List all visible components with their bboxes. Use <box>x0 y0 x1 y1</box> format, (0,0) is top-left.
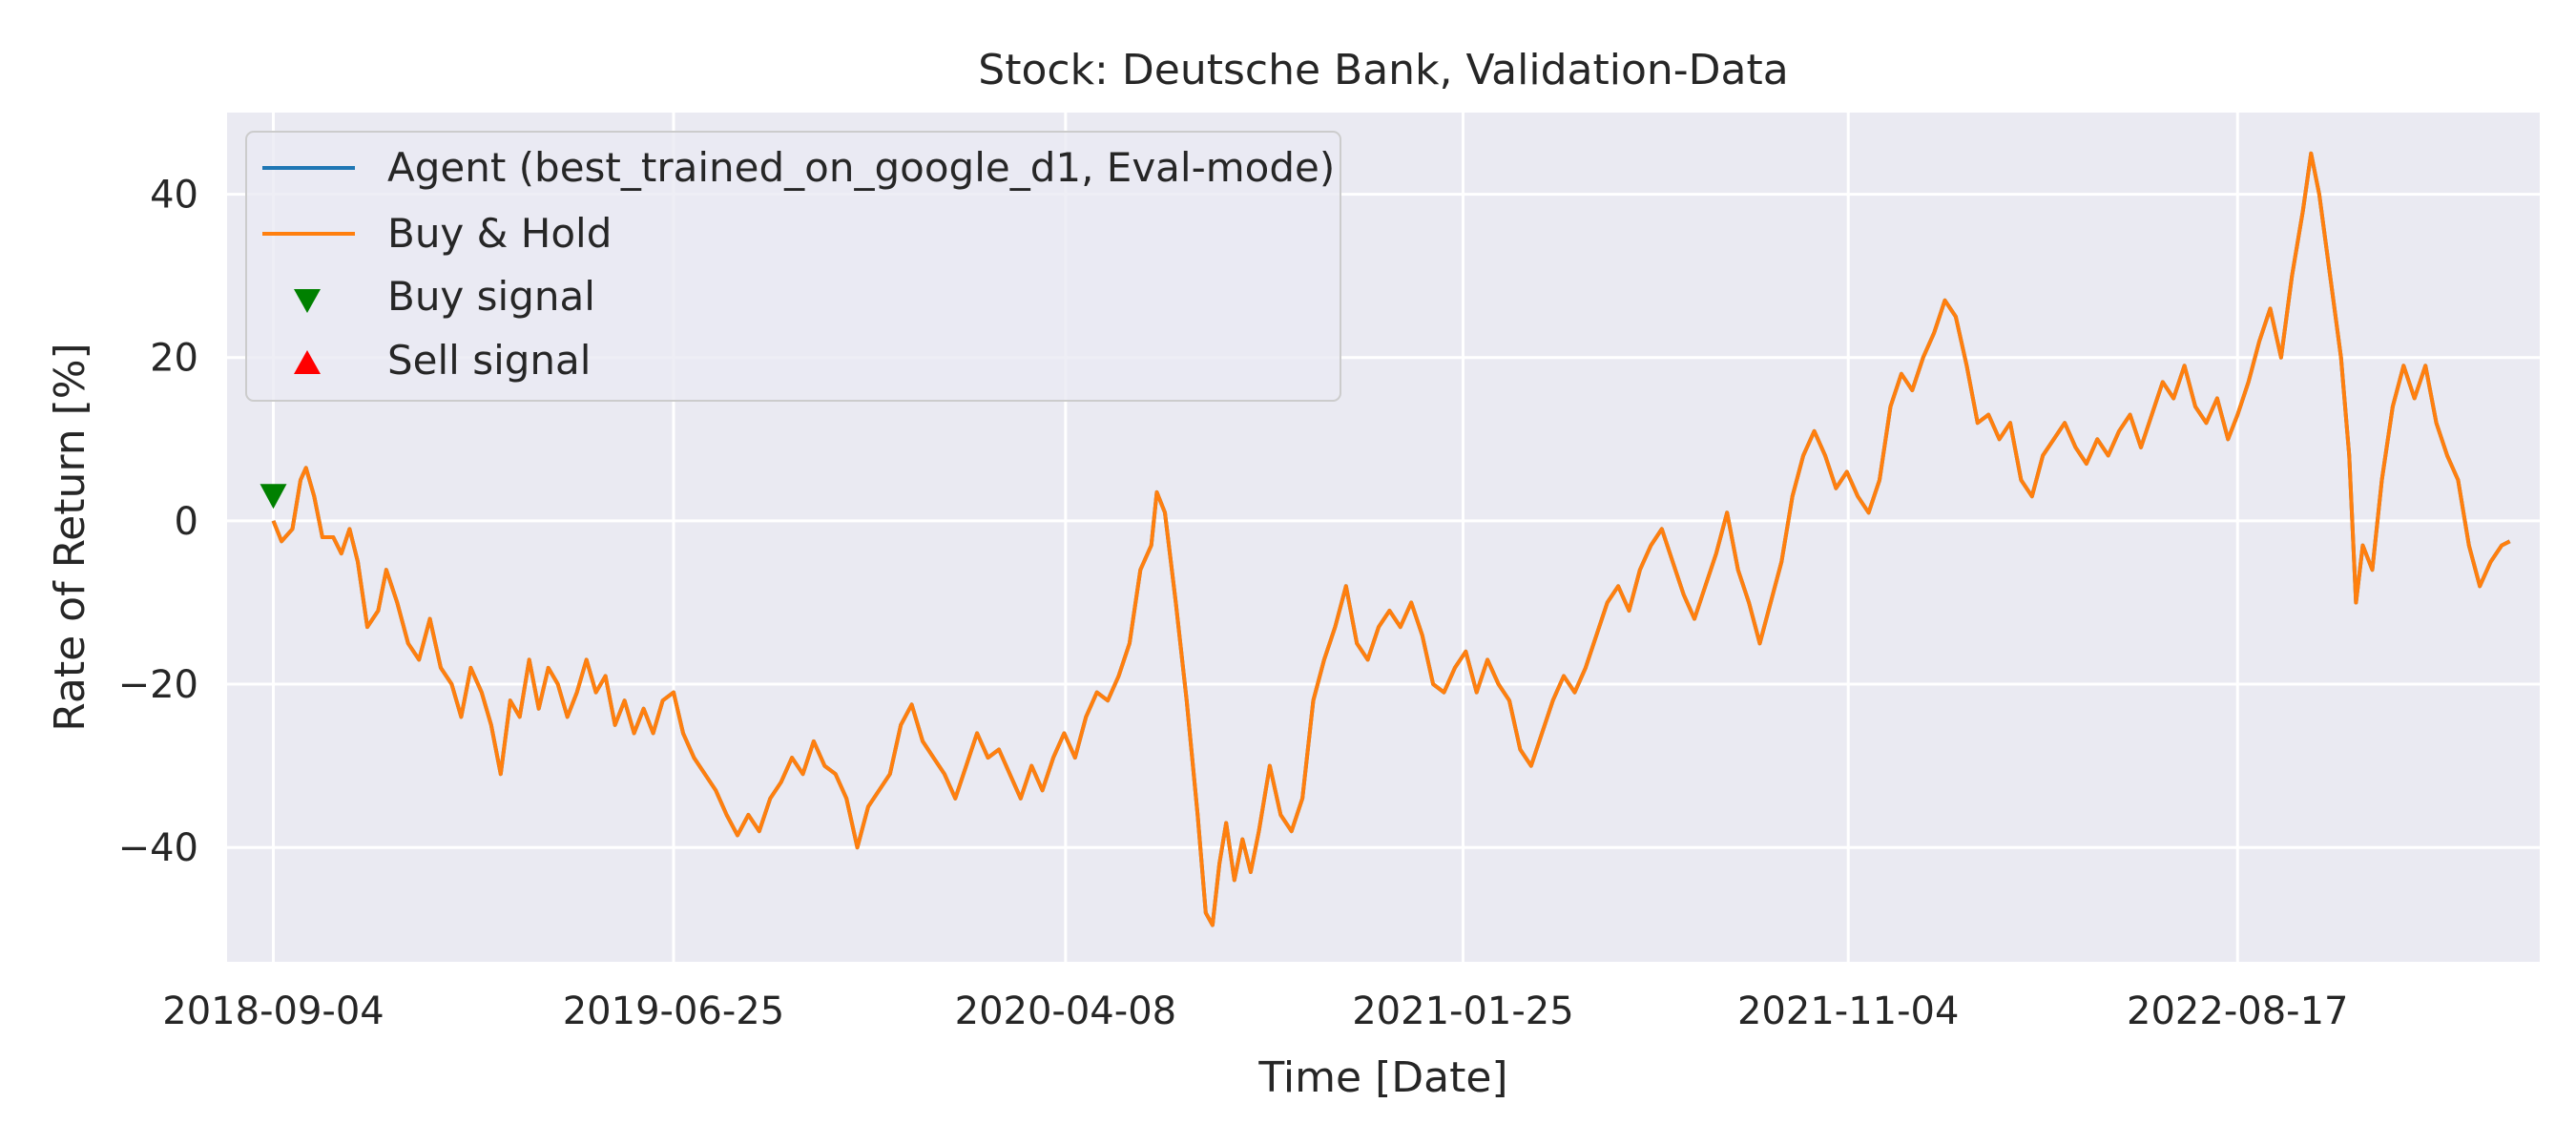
series-group <box>271 151 2511 927</box>
y-axis-label: Rate of Return [%] <box>46 343 94 731</box>
x-tick-label: 2021-01-25 <box>1352 989 1573 1033</box>
y-tick-label: 0 <box>175 500 198 544</box>
legend-buyhold-label: Buy & Hold <box>387 210 612 257</box>
legend-sell-label: Sell signal <box>387 337 591 384</box>
buy-signal-marker <box>260 484 287 510</box>
legend-box <box>245 131 1341 402</box>
legend-agent-label: Agent (best_trained_on_google_d1, Eval-m… <box>387 144 1335 191</box>
x-tick-label: 2019-06-25 <box>563 989 784 1033</box>
y-tick-label: 20 <box>150 337 198 381</box>
x-axis-label: Time [Date] <box>1257 1053 1507 1102</box>
y-ticks: −40 −20 0 20 40 <box>118 174 198 871</box>
x-tick-label: 2018-09-04 <box>162 989 384 1033</box>
x-tick-label: 2020-04-08 <box>955 989 1176 1033</box>
x-tick-label: 2021-11-04 <box>1737 989 1959 1033</box>
y-tick-label: −20 <box>118 663 198 707</box>
x-tick-label: 2022-08-17 <box>2127 989 2348 1033</box>
x-ticks: 2018-09-04 2019-06-25 2020-04-08 2021-01-25… <box>162 989 2348 1033</box>
legend-buy-label: Buy signal <box>387 273 595 320</box>
y-tick-label: 40 <box>150 174 198 218</box>
legend: Agent (best_trained_on_google_d1, Eval-m… <box>245 131 1341 402</box>
legend-buy-marker <box>294 289 321 313</box>
series-buy-hold-line <box>271 151 2511 927</box>
signal-markers <box>260 484 287 510</box>
chart-title: Stock: Deutsche Bank, Validation-Data <box>978 46 1788 94</box>
legend-sell-marker <box>294 350 321 374</box>
y-tick-label: −40 <box>118 826 198 870</box>
